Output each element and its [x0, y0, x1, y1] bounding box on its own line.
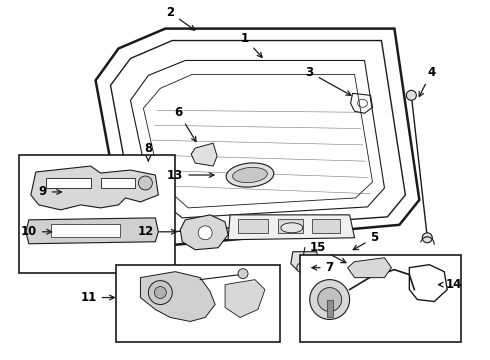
Circle shape: [318, 288, 342, 311]
Polygon shape: [191, 143, 217, 166]
Circle shape: [422, 233, 432, 243]
Text: 15: 15: [310, 241, 346, 263]
Text: 4: 4: [419, 66, 436, 96]
Bar: [116, 265, 280, 342]
Bar: [238, 219, 268, 233]
Text: 9: 9: [39, 185, 62, 198]
Ellipse shape: [226, 163, 274, 187]
Circle shape: [148, 280, 172, 305]
Ellipse shape: [281, 223, 303, 233]
Bar: [51, 224, 121, 237]
Circle shape: [406, 90, 416, 100]
Bar: [278, 219, 303, 233]
Bar: [100, 178, 135, 188]
Circle shape: [297, 263, 307, 273]
Polygon shape: [291, 252, 318, 270]
Polygon shape: [141, 272, 215, 321]
Text: 1: 1: [241, 32, 262, 57]
Polygon shape: [327, 300, 333, 318]
Polygon shape: [180, 215, 228, 250]
Text: 11: 11: [80, 291, 114, 304]
Text: 8: 8: [144, 141, 152, 161]
Polygon shape: [225, 280, 265, 318]
Text: 6: 6: [174, 106, 196, 141]
Circle shape: [310, 280, 349, 319]
Bar: [312, 219, 340, 233]
Circle shape: [198, 226, 212, 240]
Bar: [300, 255, 461, 342]
Text: 2: 2: [166, 6, 195, 30]
Circle shape: [238, 269, 248, 279]
Polygon shape: [347, 258, 392, 278]
Polygon shape: [228, 215, 355, 240]
Text: 5: 5: [353, 231, 379, 250]
Ellipse shape: [233, 167, 268, 183]
Text: 3: 3: [306, 66, 351, 95]
Text: 14: 14: [439, 278, 463, 291]
Text: 7: 7: [312, 261, 334, 274]
Bar: [46, 178, 91, 188]
Polygon shape: [31, 166, 158, 210]
Circle shape: [138, 176, 152, 190]
Text: 13: 13: [167, 168, 214, 181]
Text: 12: 12: [137, 225, 176, 238]
Text: 10: 10: [21, 225, 51, 238]
Bar: [19, 155, 175, 273]
Polygon shape: [26, 218, 158, 244]
Circle shape: [154, 287, 166, 298]
